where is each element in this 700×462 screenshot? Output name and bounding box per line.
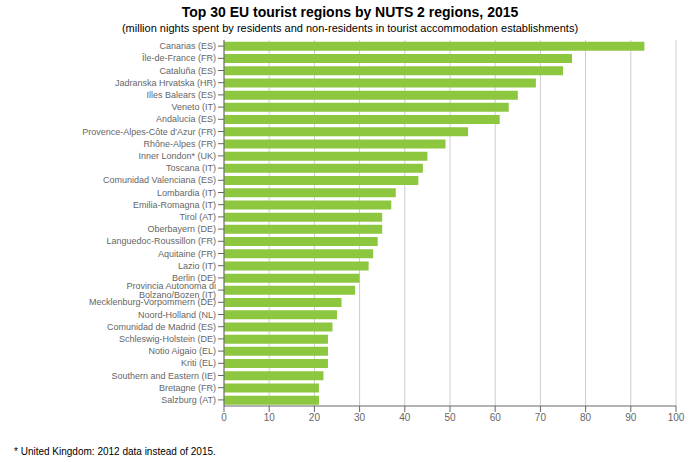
svg-text:Illes Balears (ES): Illes Balears (ES) [146,90,216,100]
svg-text:50: 50 [444,412,456,423]
svg-text:Cataluña (ES): Cataluña (ES) [159,66,216,76]
svg-text:Comunidad de Madrid (ES): Comunidad de Madrid (ES) [107,322,216,332]
svg-text:60: 60 [490,412,502,423]
svg-text:Comunidad Valenciana (ES): Comunidad Valenciana (ES) [103,175,216,185]
svg-text:Jadranska Hrvatska (HR): Jadranska Hrvatska (HR) [115,78,216,88]
svg-text:40: 40 [399,412,411,423]
svg-text:Andalucia (ES): Andalucia (ES) [156,114,216,124]
svg-text:100: 100 [668,412,685,423]
svg-text:80: 80 [580,412,592,423]
svg-text:30: 30 [354,412,366,423]
svg-text:Veneto (IT): Veneto (IT) [171,102,216,112]
svg-text:Southern and Eastern (IE): Southern and Eastern (IE) [111,371,216,381]
svg-text:Aquitaine (FR): Aquitaine (FR) [158,249,216,259]
svg-text:Rhône-Alpes (FR): Rhône-Alpes (FR) [143,139,216,149]
svg-text:Île-de-France (FR): Île-de-France (FR) [141,53,216,63]
svg-text:0: 0 [221,412,227,423]
svg-text:Noord-Holland (NL): Noord-Holland (NL) [138,310,216,320]
svg-text:90: 90 [625,412,637,423]
svg-text:Schleswig-Holstein (DE): Schleswig-Holstein (DE) [119,334,216,344]
svg-text:Emilia-Romagna (IT): Emilia-Romagna (IT) [133,200,216,210]
svg-text:Toscana (IT): Toscana (IT) [166,163,216,173]
svg-text:Mecklenburg-Vorpommern (DE): Mecklenburg-Vorpommern (DE) [89,297,216,307]
svg-text:Provence-Alpes-Côte d'Azur (FR: Provence-Alpes-Côte d'Azur (FR) [82,127,216,137]
svg-text:Salzburg (AT): Salzburg (AT) [161,395,216,405]
svg-text:20: 20 [309,412,321,423]
svg-text:Bretagne (FR): Bretagne (FR) [159,383,216,393]
svg-text:70: 70 [535,412,547,423]
svg-text:Canarias (ES): Canarias (ES) [159,41,216,51]
svg-text:10: 10 [264,412,276,423]
svg-text:Inner London* (UK): Inner London* (UK) [138,151,216,161]
svg-text:Oberbayern (DE): Oberbayern (DE) [147,224,216,234]
svg-text:Lazio (IT): Lazio (IT) [178,261,216,271]
svg-text:Kriti (EL): Kriti (EL) [181,358,216,368]
svg-text:Tirol (AT): Tirol (AT) [180,212,217,222]
svg-text:Notio Aigaio (EL): Notio Aigaio (EL) [148,346,216,356]
svg-text:Languedoc-Roussillon (FR): Languedoc-Roussillon (FR) [106,236,216,246]
svg-text:Lombardia (IT): Lombardia (IT) [157,188,216,198]
